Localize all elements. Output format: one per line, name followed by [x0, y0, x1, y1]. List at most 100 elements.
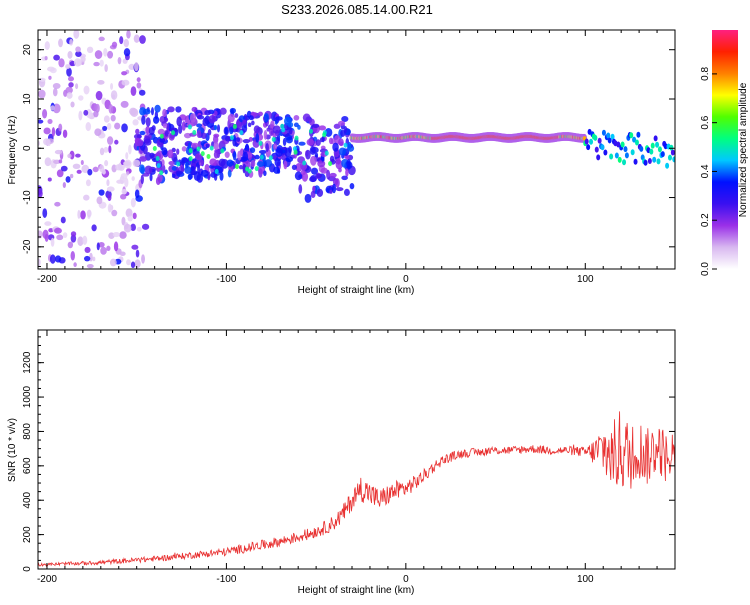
spectrogram-cell [224, 151, 230, 158]
spectrogram-cell [293, 149, 298, 155]
spectrogram-cell [298, 141, 306, 146]
spectrogram-cell [181, 159, 185, 166]
spectrogram-cell [142, 108, 151, 115]
spectrogram-cell [48, 75, 52, 80]
spectrogram-cell [229, 135, 234, 141]
spectrogram-cell [178, 124, 183, 134]
carrier-fade-cell [653, 135, 658, 142]
carrier-fade-cell [624, 152, 629, 159]
spectrogram-xtick-label: -200 [37, 274, 57, 285]
spectrogram-cell [123, 38, 130, 48]
spectrogram-cell [162, 123, 168, 129]
colorbar-label: Normalized spectral amplitude [738, 82, 749, 217]
spectrogram-cell [44, 233, 49, 242]
spectrogram-cell [273, 143, 278, 150]
spectrogram-cell [42, 208, 48, 218]
spectrogram-cell [214, 165, 221, 170]
spectrogram-cell [255, 133, 260, 143]
spectrogram-cell [56, 234, 64, 241]
colorbar-axis: 0.0 0.2 0.4 0.6 0.8 [700, 67, 717, 276]
spectrogram-cell [213, 110, 218, 116]
spectrogram-cell [43, 127, 51, 135]
spectrogram-cell [176, 161, 181, 167]
spectrogram-cell [238, 165, 244, 170]
spectrogram-cell [200, 169, 209, 177]
spectrogram-cell [309, 146, 316, 155]
spectrogram-xlabel: Height of straight line (km) [298, 285, 415, 296]
spectrogram-cell [116, 179, 124, 184]
snr-ylabel: SNR (10 * v/v) [7, 418, 18, 482]
snr-ytick-label: 1000 [22, 385, 33, 408]
carrier-fade-cell [669, 144, 674, 151]
spectrogram-cell [72, 163, 81, 169]
spectrogram-cell [311, 123, 320, 129]
spectrogram-cell [272, 125, 281, 134]
spectrogram-cell [113, 241, 119, 252]
spectrogram-cell [70, 234, 77, 243]
spectrogram-cell [324, 150, 329, 156]
spectrogram-cell [208, 115, 216, 124]
spectrogram-cell [304, 193, 312, 203]
spectrogram-cell [331, 183, 337, 194]
spectrogram-cell [188, 148, 193, 154]
spectrogram-cell [73, 262, 77, 268]
spectrogram-cell [52, 87, 58, 97]
spectrogram-cell [109, 258, 117, 267]
spectrogram-cell [275, 116, 283, 121]
spectrogram-cell [329, 189, 333, 194]
spectrogram-cell [335, 187, 344, 192]
spectrogram-cell [248, 115, 254, 121]
spectrogram-cell [58, 38, 63, 48]
spectrogram-cell [265, 142, 269, 152]
spectrogram-cell [167, 149, 174, 159]
carrier-fade-cell [643, 159, 648, 166]
carrier-fade-cell [603, 149, 608, 156]
spectrogram-cell [38, 89, 46, 99]
spectrogram-cell [112, 231, 120, 238]
spectrogram-cell [314, 152, 319, 158]
spectrogram-cell [156, 163, 161, 169]
spectrogram-cell [316, 188, 324, 197]
spectrogram-cell [125, 208, 133, 218]
spectrogram-cell [209, 145, 214, 151]
spectrogram-cell [159, 170, 164, 176]
spectrogram-cell [114, 139, 119, 145]
snr-series-line [38, 411, 675, 568]
spectrogram-cell [311, 167, 319, 175]
spectrogram-cell [154, 104, 161, 113]
spectrogram-cell [167, 106, 175, 113]
spectrogram-cell [95, 103, 100, 113]
spectrogram-heatmap [38, 30, 675, 269]
spectrogram-cell [315, 173, 322, 179]
spectrogram-cell [234, 164, 239, 170]
spectrogram-cell [227, 113, 235, 123]
spectrogram-cell [62, 232, 68, 238]
spectrogram-cell [237, 150, 242, 161]
snr-ytick-label: 600 [22, 457, 33, 474]
spectrogram-cell [131, 176, 135, 182]
spectrogram-cell [128, 63, 136, 71]
spectrogram-cell [83, 109, 89, 116]
carrier-fade-cell [610, 133, 615, 140]
spectrogram-cell [111, 209, 118, 217]
spectrogram-cell [136, 77, 141, 83]
spectrogram-cell [38, 189, 43, 199]
spectrogram-cell [275, 148, 283, 157]
spectrogram-cell [103, 115, 110, 123]
carrier-fade-cell [656, 158, 661, 165]
spectrogram-cell [198, 159, 204, 166]
spectrogram-cell [121, 71, 128, 76]
spectrogram-cell [191, 106, 198, 112]
spectrogram-cell [338, 147, 347, 156]
spectrogram-cell [268, 155, 273, 161]
spectrogram-cell [196, 115, 205, 120]
spectrogram-cell [93, 61, 100, 67]
spectrogram-cell [66, 67, 72, 77]
spectrogram-cell [107, 50, 114, 59]
spectrogram-cell [229, 107, 236, 114]
spectrogram-cell [282, 137, 287, 147]
spectrogram-cell [145, 117, 151, 127]
carrier-fade-cell [634, 139, 639, 146]
spectrogram-cell [343, 142, 348, 148]
